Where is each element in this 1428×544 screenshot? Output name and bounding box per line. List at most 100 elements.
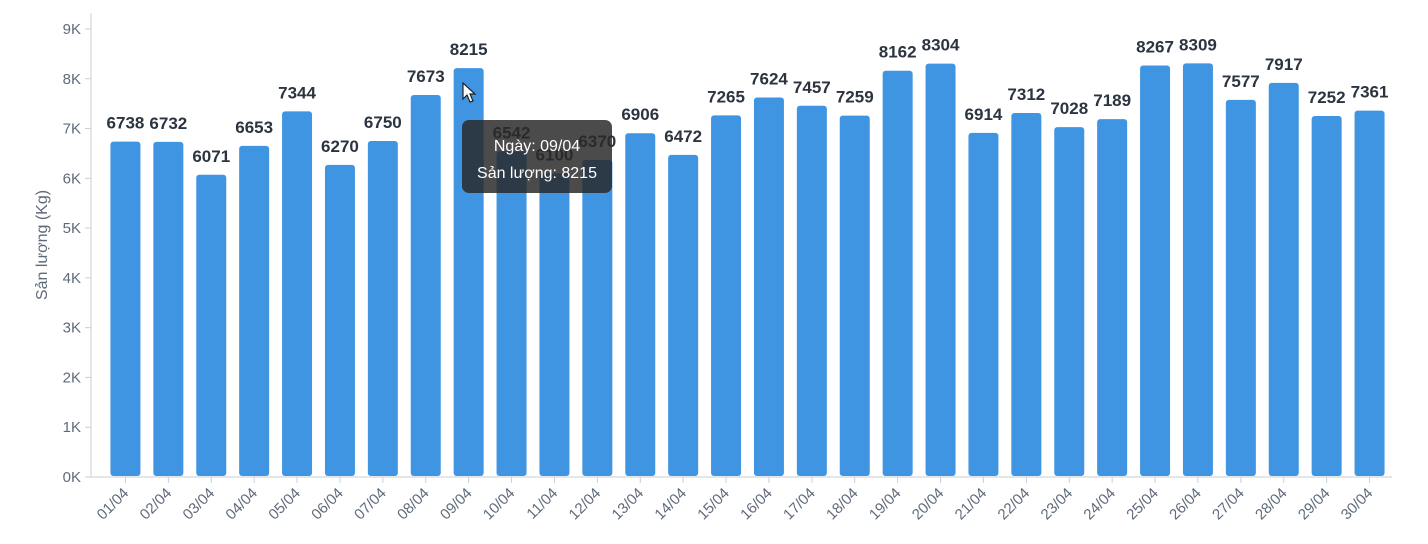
y-tick-label: 7K — [63, 121, 81, 138]
y-tick-label: 0K — [63, 469, 81, 486]
bar-13-04[interactable] — [625, 133, 656, 476]
y-axis-ticks: 0K 1K 2K 3K 4K 5K 6K 7K 8K 9K — [63, 21, 91, 486]
bar-07-04[interactable] — [367, 141, 398, 476]
data-labels-group: 6738673260716653734462706750767382156542… — [107, 35, 1389, 165]
x-tick-label: 18/04 — [823, 485, 862, 524]
bars-group — [110, 63, 1385, 477]
bar-03-04[interactable] — [196, 174, 227, 476]
x-tick-label: 08/04 — [394, 485, 433, 524]
bar-02-04[interactable] — [153, 141, 184, 476]
x-tick-label: 07/04 — [351, 485, 390, 524]
x-tick-label: 23/04 — [1038, 485, 1077, 524]
bar-28-04[interactable] — [1268, 82, 1299, 476]
y-tick-label: 3K — [63, 320, 81, 337]
bar-29-04[interactable] — [1311, 116, 1342, 476]
x-tick-label: 02/04 — [137, 485, 176, 524]
data-label: 6472 — [664, 127, 702, 146]
bar-10-04[interactable] — [496, 151, 527, 477]
bar-25-04[interactable] — [1140, 65, 1171, 476]
bar-01-04[interactable] — [110, 141, 141, 476]
x-tick-label: 24/04 — [1080, 485, 1119, 524]
bar-20-04[interactable] — [925, 63, 956, 477]
mouse-pointer-icon — [462, 82, 477, 103]
x-tick-label: 22/04 — [995, 485, 1034, 524]
bar-27-04[interactable] — [1225, 99, 1256, 477]
bar-11-04[interactable] — [539, 173, 570, 476]
data-label: 7259 — [836, 88, 874, 107]
bar-23-04[interactable] — [1054, 127, 1085, 477]
bar-tooltip: Ngày: 09/04 Sản lượng: 8215 — [462, 120, 612, 193]
bar-19-04[interactable] — [882, 70, 913, 476]
x-tick-label: 10/04 — [480, 485, 519, 524]
data-label: 7265 — [707, 87, 745, 106]
data-label: 7917 — [1265, 55, 1303, 74]
y-tick-label: 8K — [63, 71, 81, 88]
bar-30-04[interactable] — [1354, 110, 1385, 476]
x-tick-label: 17/04 — [780, 485, 819, 524]
x-tick-label: 13/04 — [609, 485, 648, 524]
x-tick-label: 15/04 — [694, 485, 733, 524]
data-label: 7189 — [1093, 91, 1131, 110]
data-label: 6738 — [107, 114, 145, 133]
bar-17-04[interactable] — [796, 105, 827, 476]
x-tick-label: 30/04 — [1338, 485, 1377, 524]
x-tick-label: 26/04 — [1166, 485, 1205, 524]
data-label: 8267 — [1136, 37, 1174, 56]
x-tick-label: 25/04 — [1123, 485, 1162, 524]
data-label: 7457 — [793, 78, 831, 97]
tooltip-date: Ngày: 09/04 — [493, 138, 581, 155]
bar-21-04[interactable] — [968, 132, 999, 477]
data-label: 8304 — [922, 36, 960, 55]
y-tick-label: 4K — [63, 270, 81, 287]
x-tick-label: 29/04 — [1295, 485, 1334, 524]
data-label: 6750 — [364, 113, 402, 132]
x-tick-label: 05/04 — [265, 485, 304, 524]
bar-15-04[interactable] — [711, 115, 742, 476]
bar-18-04[interactable] — [839, 115, 870, 476]
data-label: 8162 — [879, 43, 917, 62]
x-tick-label: 11/04 — [523, 485, 561, 523]
x-tick-label: 21/04 — [952, 485, 991, 524]
x-tick-label: 06/04 — [308, 485, 347, 524]
data-label: 7361 — [1351, 83, 1389, 102]
data-label: 7312 — [1007, 85, 1045, 104]
data-label: 8215 — [450, 40, 488, 59]
bar-08-04[interactable] — [410, 95, 441, 476]
data-label: 6732 — [149, 114, 187, 133]
y-tick-label: 5K — [63, 220, 81, 237]
data-label: 6653 — [235, 118, 273, 137]
x-tick-label: 01/04 — [94, 485, 133, 524]
bar-24-04[interactable] — [1097, 119, 1128, 476]
x-tick-label: 28/04 — [1252, 485, 1291, 524]
y-tick-label: 2K — [63, 369, 81, 386]
x-axis-ticks: 01/04 02/04 03/04 04/04 05/04 06/04 07/04 08/04… — [94, 477, 1377, 524]
bar-12-04[interactable] — [582, 159, 613, 476]
data-label: 7252 — [1308, 88, 1346, 107]
y-tick-label: 1K — [63, 419, 81, 436]
data-label: 7028 — [1050, 99, 1088, 118]
bar-16-04[interactable] — [753, 97, 784, 476]
bar-26-04[interactable] — [1182, 63, 1213, 476]
bar-04-04[interactable] — [239, 145, 270, 477]
y-tick-label: 9K — [63, 21, 81, 38]
x-tick-label: 03/04 — [180, 485, 219, 524]
x-tick-label: 16/04 — [737, 485, 776, 524]
x-tick-label: 20/04 — [909, 485, 948, 524]
bar-05-04[interactable] — [282, 111, 313, 476]
x-tick-label: 19/04 — [866, 485, 905, 524]
x-tick-label: 27/04 — [1209, 485, 1248, 524]
x-tick-label: 04/04 — [222, 485, 261, 524]
x-tick-label: 12/04 — [566, 485, 605, 524]
y-axis-title: Sản lượng (Kg) — [34, 190, 51, 300]
x-tick-label: 14/04 — [651, 485, 690, 524]
tooltip-value: Sản lượng: 8215 — [477, 165, 597, 182]
data-label: 7344 — [278, 83, 316, 102]
data-label: 6270 — [321, 137, 359, 156]
data-label: 7673 — [407, 67, 445, 86]
x-tick-label: 09/04 — [437, 485, 476, 524]
bar-22-04[interactable] — [1011, 113, 1042, 476]
bar-14-04[interactable] — [668, 154, 699, 476]
bar-06-04[interactable] — [324, 164, 355, 477]
data-label: 8309 — [1179, 35, 1217, 54]
